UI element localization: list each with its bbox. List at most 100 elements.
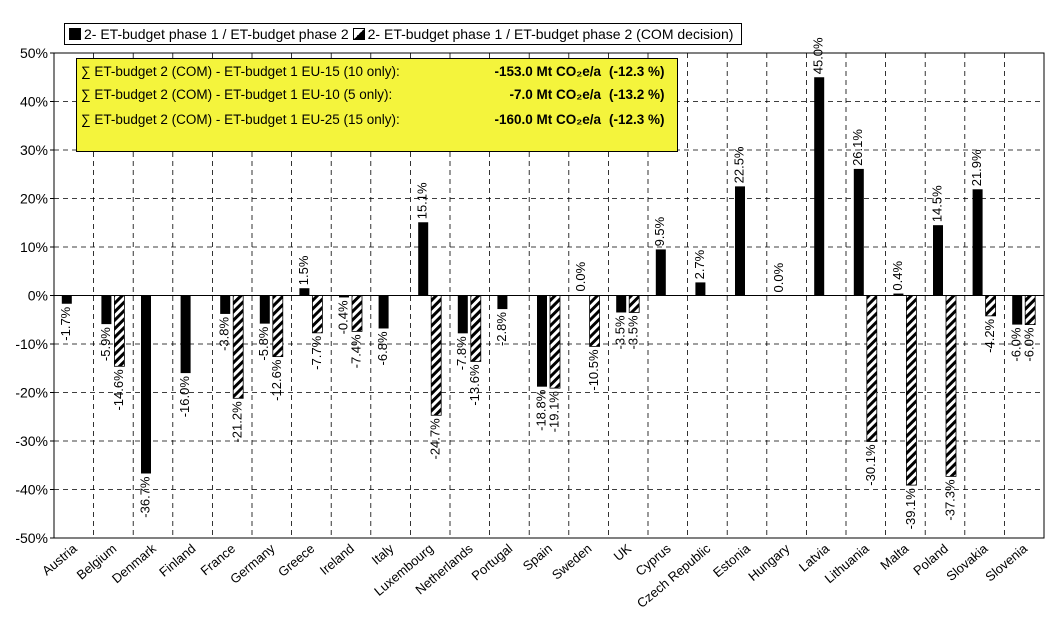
legend-entry-hatched: 2- ET-budget phase 1 / ET-budget phase 2… [352, 26, 734, 42]
data-label: -16.0% [177, 376, 192, 418]
y-tick-label: -30% [15, 433, 48, 449]
data-label: -6.8% [375, 331, 390, 365]
x-tick-label: Spain [520, 541, 555, 574]
x-tick-label: Portugal [469, 541, 516, 584]
y-tick-label: -40% [15, 482, 48, 498]
data-label: -12.6% [269, 359, 284, 401]
x-tick-label: Sweden [549, 541, 595, 583]
data-label: -4.2% [982, 318, 997, 352]
legend-label-hatched: 2- ET-budget phase 1 / ET-budget phase 2… [367, 26, 734, 42]
bar-solid-austria [61, 295, 72, 304]
data-label: -7.8% [454, 336, 469, 370]
x-tick-label: Germany [227, 540, 278, 586]
data-label: -7.7% [309, 335, 324, 369]
data-label: 1.5% [296, 255, 311, 285]
data-label: 2.7% [692, 249, 707, 279]
data-label: -1.7% [58, 306, 73, 340]
data-label: -0.4% [335, 300, 350, 334]
data-label: -19.1% [546, 391, 561, 433]
summary-percent: (-13.2 %) [609, 87, 665, 102]
bar-solid-germany [259, 295, 270, 324]
summary-value: -7.0 Mt CO₂e/a [509, 87, 601, 102]
bar-hatched-netherlands [470, 295, 482, 362]
data-label: -5.9% [98, 327, 113, 361]
data-label: -3.8% [217, 316, 232, 350]
bar-solid-spain [537, 295, 547, 387]
data-label: -14.6% [111, 369, 126, 411]
data-label: -5.8% [256, 326, 271, 360]
bar-hatched-greece [311, 295, 323, 334]
data-label: 14.5% [929, 185, 944, 222]
bar-solid-belgium [101, 295, 112, 325]
y-tick-label: 0% [28, 288, 48, 304]
bar-solid-netherlands [457, 295, 468, 334]
bar-solid-slovakia [972, 189, 983, 296]
bar-hatched-ireland [351, 295, 363, 332]
x-tick-label: Hungary [745, 540, 793, 583]
bar-solid-uk [616, 295, 627, 313]
summary-percent: (-12.3 %) [609, 112, 665, 127]
y-tick-label: 40% [20, 94, 48, 110]
bar-hatched-malta [906, 295, 917, 486]
bar-solid-malta [893, 293, 904, 296]
bar-solid-france [220, 295, 231, 314]
x-tick-label: UK [611, 541, 635, 564]
bar-solid-latvia [814, 77, 825, 296]
bar-solid-denmark [141, 295, 151, 474]
data-label: 22.5% [731, 146, 746, 183]
data-label: -24.7% [428, 418, 443, 460]
y-tick-label: 10% [20, 239, 48, 255]
data-label: -21.2% [230, 401, 245, 443]
bar-hatched-france [232, 295, 244, 399]
bar-solid-portugal [497, 295, 508, 310]
data-label: -13.6% [467, 364, 482, 406]
data-label: -3.5% [626, 315, 641, 349]
bar-hatched-sweden [589, 295, 600, 347]
data-label: -7.4% [348, 334, 363, 368]
x-tick-label: Italy [369, 540, 397, 567]
summary-label: ∑ ET-budget 2 (COM) - ET-budget 1 EU-10 … [81, 87, 393, 102]
bar-solid-cyprus [655, 249, 666, 296]
data-label: -36.7% [137, 476, 152, 518]
bar-hatched-slovenia [1024, 295, 1036, 326]
legend-entry-solid: 2- ET-budget phase 1 / ET-budget phase 2 [69, 26, 349, 42]
data-label: -3.5% [613, 315, 628, 349]
x-tick-label: Malta [877, 540, 912, 572]
data-label: -2.8% [494, 312, 509, 346]
y-tick-label: -20% [15, 385, 48, 401]
bar-hatched-poland [945, 295, 957, 477]
data-label: 9.5% [652, 216, 667, 246]
bar-solid-slovenia [1012, 295, 1023, 325]
y-tick-label: 50% [20, 45, 48, 61]
legend-swatch-solid [69, 28, 81, 40]
x-tick-label: Slovenia [982, 540, 1030, 584]
bar-solid-czech-republic [695, 282, 706, 296]
x-tick-label: Slovakia [943, 540, 991, 584]
x-tick-label: Denmark [109, 540, 159, 586]
bar-solid-lithuania [853, 168, 864, 296]
data-label: -6.0% [1022, 327, 1037, 361]
y-tick-label: -10% [15, 336, 48, 352]
legend: 2- ET-budget phase 1 / ET-budget phase 2… [64, 23, 743, 45]
bar-solid-italy [378, 295, 389, 329]
data-label: 45.0% [811, 37, 826, 74]
data-label: 21.9% [969, 149, 984, 186]
bar-hatched-uk [628, 295, 640, 313]
summary-annotation-box: ∑ ET-budget 2 (COM) - ET-budget 1 EU-15 … [76, 58, 678, 152]
x-tick-label: Czech Republic [634, 540, 714, 610]
y-tick-label: -50% [15, 530, 48, 546]
bar-hatched-slovakia [985, 295, 996, 317]
summary-label: ∑ ET-budget 2 (COM) - ET-budget 1 EU-25 … [81, 112, 400, 127]
x-tick-label: Lithuania [822, 540, 873, 586]
bar-solid-finland [180, 295, 191, 374]
bar-hatched-belgium [114, 295, 125, 367]
summary-value: -160.0 Mt CO₂e/a [494, 112, 601, 127]
bar-hatched-lithuania [866, 295, 878, 442]
bar-hatched-luxembourg [430, 295, 442, 416]
bar-solid-greece [299, 288, 310, 296]
data-label: -6.0% [1009, 327, 1024, 361]
x-tick-label: Finland [156, 541, 198, 580]
bar-hatched-spain [549, 295, 561, 389]
data-label: 0.4% [890, 260, 905, 290]
x-tick-label: Ireland [317, 541, 357, 578]
